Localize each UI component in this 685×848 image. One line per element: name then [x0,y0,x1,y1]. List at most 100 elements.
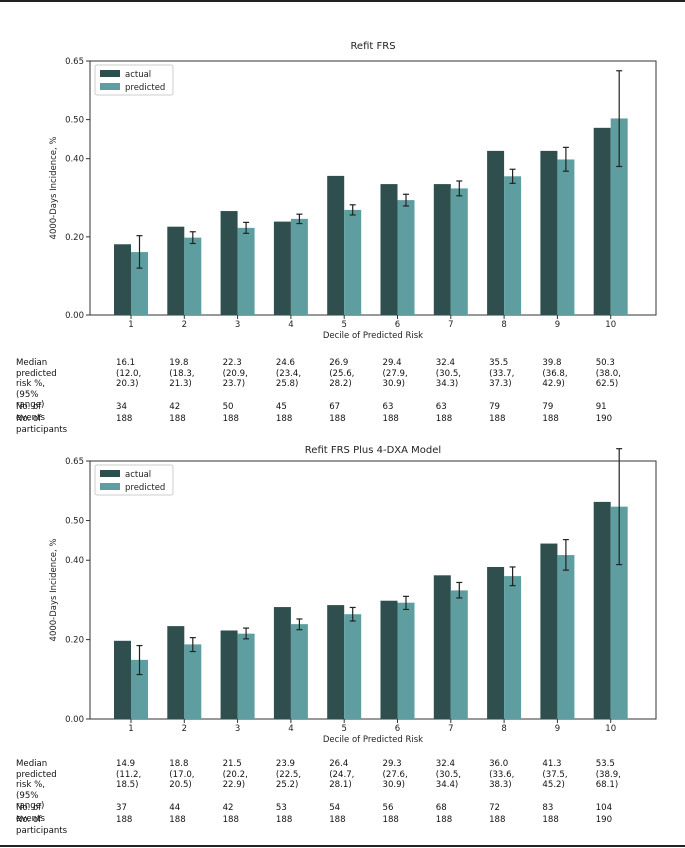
table-cell-participants: 188 [435,414,453,424]
legend-label-predicted: predicted [125,483,165,493]
x-tick-label: 2 [182,320,187,330]
x-tick-label: 7 [448,320,453,330]
y-tick-label: 0.00 [65,715,84,725]
table-cell-median: 39.8 (36.8, 42.9) [542,358,568,389]
plot-frame [89,60,657,316]
table-cell-median: 50.3 (38.0, 62.5) [595,358,621,389]
x-tick-label: 6 [395,320,400,330]
bar-predicted [504,576,522,719]
table-cell-participants: 188 [542,414,559,424]
bar-actual [593,501,611,719]
table-cell-events: 50 [222,402,234,412]
x-tick-label: 1 [128,724,133,734]
bar-actual [487,566,505,719]
bar-predicted [184,237,202,315]
table-cell-participants: 188 [435,815,453,825]
table-cell-median: 14.9 (11.2, 18.5) [116,759,142,790]
bar-predicted [237,227,255,315]
y-tick-label: 0.20 [65,233,84,243]
y-tick-label: 0.40 [65,155,84,165]
table-cell-participants: 188 [275,815,293,825]
table-cell-median: 19.8 (18.3, 21.3) [169,358,195,389]
table-row-label: No. of events [16,803,45,824]
bar-actual [327,175,345,315]
y-axis-label: 4000-Days Incidence, % [49,137,59,240]
table-cell-events: 72 [489,803,501,813]
y-axis-label: 4000-Days Incidence, % [49,539,59,642]
x-tick-label: 7 [448,724,453,734]
y-tick-label: 0.65 [65,457,84,467]
table-cell-median: 21.5 (20.2, 22.9) [222,759,248,790]
table-row-label: No. of participants [16,414,68,435]
table-cell-events: 67 [329,402,341,412]
table-cell-median: 29.3 (27.6, 30.9) [382,759,408,790]
table-cell-events: 45 [275,402,287,412]
bar-actual [327,605,345,719]
bar-actual [540,150,558,315]
table-cell-events: 68 [435,803,447,813]
bar-actual [380,184,398,315]
table-cell-median: 16.1 (12.0, 20.3) [116,358,142,389]
legend-swatch-actual [100,470,120,477]
y-tick-label: 0.40 [65,556,84,566]
bar-predicted [131,252,148,315]
bar-predicted [290,624,308,719]
bar-actual [167,226,185,315]
table-cell-events: 56 [382,803,394,813]
plot-frame [89,460,657,720]
table-cell-participants: 188 [169,414,186,424]
bar-actual [220,211,238,315]
x-tick-label: 4 [288,724,293,734]
x-tick-label: 6 [395,724,400,734]
bar-predicted [610,118,628,315]
x-tick-label: 3 [235,320,240,330]
x-tick-label: 4 [288,320,293,330]
top-border [0,0,685,2]
bar-actual [540,543,558,719]
table-cell-events: 104 [595,803,613,813]
bar-predicted [450,188,468,315]
bar-actual [380,600,398,719]
bar-actual [273,607,291,719]
table-row-label: Median predicted risk %, (95% range) [16,358,57,410]
legend-swatch-predicted [100,483,120,490]
bar-actual [114,640,131,719]
x-axis-label: Decile of Predicted Risk [323,331,423,341]
table-cell-events: 79 [542,402,554,412]
legend-label-predicted: predicted [125,83,165,93]
x-tick-label: 9 [555,320,560,330]
bar-actual [273,221,291,315]
chart-title: Refit FRS [350,41,395,52]
x-tick-label: 10 [605,320,616,330]
table-cell-median: 32.4 (30.5, 34.3) [435,358,462,389]
table-cell-participants: 188 [489,414,506,424]
table-cell-participants: 188 [222,414,239,424]
table-cell-participants: 188 [222,815,239,825]
table-cell-events: 37 [116,803,127,813]
y-tick-label: 0.50 [65,517,84,527]
table-cell-participants: 190 [595,815,613,825]
bar-predicted [557,159,575,315]
x-tick-label: 1 [128,320,133,330]
table-cell-median: 41.3 (37.5, 45.2) [542,759,568,790]
table-cell-participants: 188 [116,815,133,825]
bar-predicted [184,644,202,719]
y-tick-label: 0.65 [65,57,84,67]
table-cell-median: 24.6 (23.4, 25.8) [275,358,302,389]
bar-predicted [397,602,415,719]
table-cell-events: 54 [329,803,341,813]
table-cell-participants: 188 [489,815,506,825]
table-cell-median: 22.3 (20.9, 23.7) [222,358,248,389]
table-cell-events: 83 [542,803,554,813]
table-cell-events: 42 [169,402,181,412]
table-row-label: Median predicted risk %, (95% range) [16,759,57,811]
table-cell-median: 23.9 (22.5, 25.2) [275,759,302,790]
table-cell-participants: 188 [116,414,133,424]
table-cell-participants: 188 [275,414,293,424]
x-tick-label: 3 [235,724,240,734]
legend-label-actual: actual [125,470,151,480]
bar-predicted [557,555,575,719]
table-cell-participants: 188 [382,414,399,424]
bar-actual [433,575,451,719]
bar-predicted [397,200,415,315]
